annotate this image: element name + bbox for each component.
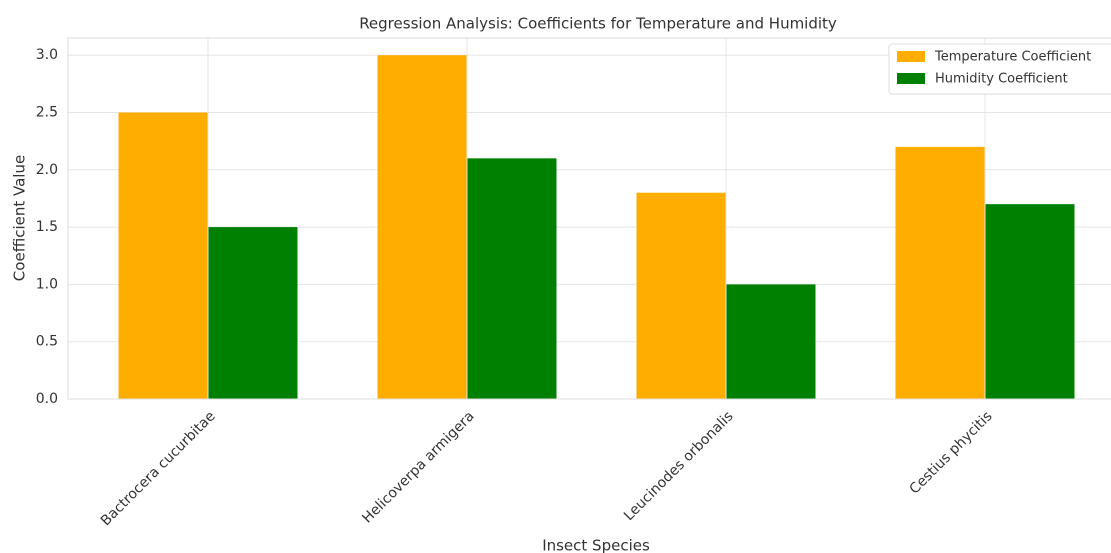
chart-title: Regression Analysis: Coefficients for Te… bbox=[359, 15, 837, 33]
x-tick-label: Bactrocera cucurbitae bbox=[98, 408, 219, 529]
y-tick-label: 2.5 bbox=[36, 104, 58, 120]
axes-frame bbox=[67, 37, 1111, 400]
legend-label: Temperature Coefficient bbox=[934, 50, 1091, 65]
bar bbox=[895, 146, 985, 399]
bar bbox=[118, 112, 208, 399]
legend-box bbox=[888, 43, 1111, 95]
bar bbox=[208, 227, 298, 399]
y-axis-label: Coefficient Value bbox=[11, 155, 29, 281]
bar bbox=[985, 204, 1075, 399]
bar bbox=[377, 55, 467, 399]
y-tick-label: 3.0 bbox=[36, 47, 58, 63]
x-tick-label: Cestius phycitis bbox=[907, 408, 996, 497]
bar bbox=[726, 284, 816, 399]
x-tick-label: Helicoverpa armigera bbox=[359, 408, 477, 526]
y-tick-label: 0.5 bbox=[36, 334, 58, 350]
bar bbox=[636, 192, 726, 399]
legend-label: Humidity Coefficient bbox=[935, 72, 1068, 87]
y-tick-label: 1.5 bbox=[36, 219, 58, 235]
x-axis-label: Insect Species bbox=[542, 537, 650, 553]
y-tick-label: 2.0 bbox=[36, 162, 58, 178]
y-tick-label: 0.0 bbox=[36, 391, 58, 407]
bar bbox=[467, 158, 557, 399]
y-tick-label: 1.0 bbox=[36, 276, 58, 292]
legend-swatch bbox=[897, 73, 925, 84]
x-tick-label: Leucinodes orbonalis bbox=[621, 408, 737, 524]
legend-swatch bbox=[897, 51, 925, 62]
